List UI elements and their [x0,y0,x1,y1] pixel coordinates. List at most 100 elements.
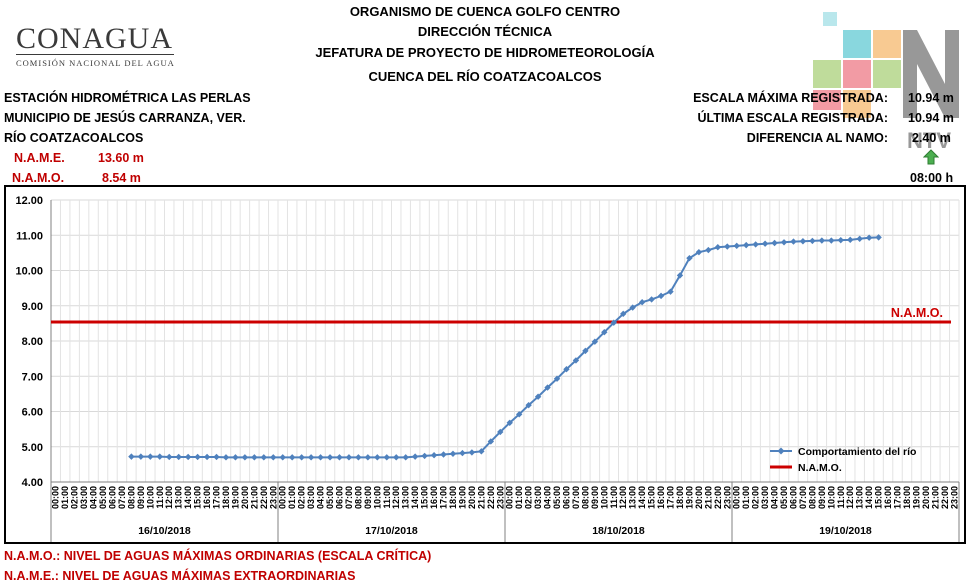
x-tick-label: 23:00 [268,486,278,509]
x-tick-label: 11:00 [836,486,846,509]
name-definition: N.A.M.E.: NIVEL DE AGUAS MÁXIMAS EXTRAOR… [4,569,356,583]
x-tick-label: 14:00 [410,486,420,509]
x-tick-label: 11:00 [609,486,619,509]
day-label: 18/10/2018 [592,525,645,537]
x-tick-label: 16:00 [429,486,439,509]
river-data-point [317,454,324,461]
river-data-point [865,234,873,241]
river-data-point [260,454,268,461]
river-data-point [497,428,504,436]
x-tick-label: 09:00 [817,486,827,509]
x-tick-label: 02:00 [70,486,80,509]
river-data-point [232,454,239,461]
river-data-point [572,357,580,364]
header-line-direccion: DIRECCIÓN TÉCNICA [417,24,553,39]
name-label: N.A.M.E. [14,151,65,165]
river-data-point [809,237,816,245]
ntv-watermark-logo: NTV [795,8,965,153]
x-tick-label: 18:00 [448,486,458,509]
y-tick-label: 8.00 [22,336,43,348]
x-tick-label: 21:00 [476,486,486,509]
river-data-point [222,454,230,461]
x-tick-label: 09:00 [136,486,146,509]
river-data-point [724,243,731,250]
x-tick-label: 13:00 [628,486,638,509]
x-tick-label: 20:00 [240,486,250,509]
river-data-point [714,244,722,251]
x-tick-label: 12:00 [618,486,628,509]
river-data-point [374,454,381,461]
river-data-point [326,454,334,461]
x-tick-label: 02:00 [524,486,534,509]
river-data-point [468,449,476,456]
river-data-point [705,246,712,254]
x-tick-label: 22:00 [713,486,723,509]
x-tick-label: 05:00 [98,486,108,509]
river-data-point [336,454,343,461]
x-tick-label: 23:00 [949,486,959,509]
arrow-up-icon [922,149,940,170]
namo-label: N.A.M.O. [12,171,65,185]
river-data-point [771,239,778,247]
legend-river-swatch-marker [777,447,785,455]
x-tick-label: 22:00 [486,486,496,509]
x-tick-label: 10:00 [826,486,836,509]
namo-definition: N.A.M.O.: NIVEL DE AGUAS MÁXIMAS ORDINAR… [4,549,432,563]
x-tick-label: 11:00 [155,486,165,509]
river-data-point [459,449,466,457]
river-data-point [828,237,835,244]
river-data-point [440,451,447,458]
y-tick-label: 9.00 [22,301,43,313]
namo-difference-label: DIFERENCIA AL NAMO: [746,131,888,145]
river-data-point [137,453,145,460]
x-tick-label: 23:00 [495,486,505,509]
x-tick-label: 01:00 [514,486,524,509]
x-tick-label: 07:00 [571,486,581,509]
x-tick-label: 15:00 [647,486,657,509]
x-tick-label: 07:00 [117,486,127,509]
x-tick-label: 13:00 [174,486,184,509]
namo-difference-value: 2.40 m [912,131,951,145]
river-data-point [544,384,551,391]
river-data-point [270,454,277,461]
x-tick-label: 12:00 [845,486,855,509]
x-tick-label: 09:00 [363,486,373,509]
river-data-point [251,454,258,461]
x-tick-label: 18:00 [902,486,912,509]
river-data-point [591,338,599,345]
x-tick-label: 06:00 [561,486,571,509]
last-scale-value: 10.94 m [908,111,954,125]
river-data-point [875,234,882,241]
river-data-point [175,453,182,461]
x-tick-label: 01:00 [60,486,70,509]
namo-line-label: N.A.M.O. [891,306,943,320]
river-data-point [620,310,627,318]
river-data-point [515,411,523,418]
x-tick-label: 16:00 [202,486,212,509]
river-data-point [355,454,362,461]
conagua-logo: CONAGUA COMISIÓN NACIONAL DEL AGUA [16,22,175,68]
name-value: 13.60 m [98,151,144,165]
x-tick-label: 13:00 [855,486,865,509]
x-tick-label: 06:00 [788,486,798,509]
river-data-point [686,254,693,262]
y-tick-label: 6.00 [22,407,43,419]
x-tick-label: 19:00 [684,486,694,509]
x-tick-label: 14:00 [864,486,874,509]
x-tick-label: 06:00 [334,486,344,509]
x-tick-label: 16:00 [656,486,666,509]
x-tick-label: 15:00 [874,486,884,509]
logo-subtitle: COMISIÓN NACIONAL DEL AGUA [16,58,175,68]
reading-time: 08:00 h [910,171,954,185]
river-data-point [534,393,542,400]
namo-value: 8.54 m [102,171,141,185]
x-tick-label: 08:00 [807,486,817,509]
river-data-point [799,238,807,245]
y-tick-label: 11.00 [16,230,43,242]
x-tick-label: 04:00 [543,486,553,509]
river-data-point [393,454,400,461]
x-tick-label: 04:00 [316,486,326,509]
station-river: RÍO COATZACOALCOS [4,131,144,145]
river-data-point [553,375,561,382]
x-tick-label: 08:00 [126,486,136,509]
